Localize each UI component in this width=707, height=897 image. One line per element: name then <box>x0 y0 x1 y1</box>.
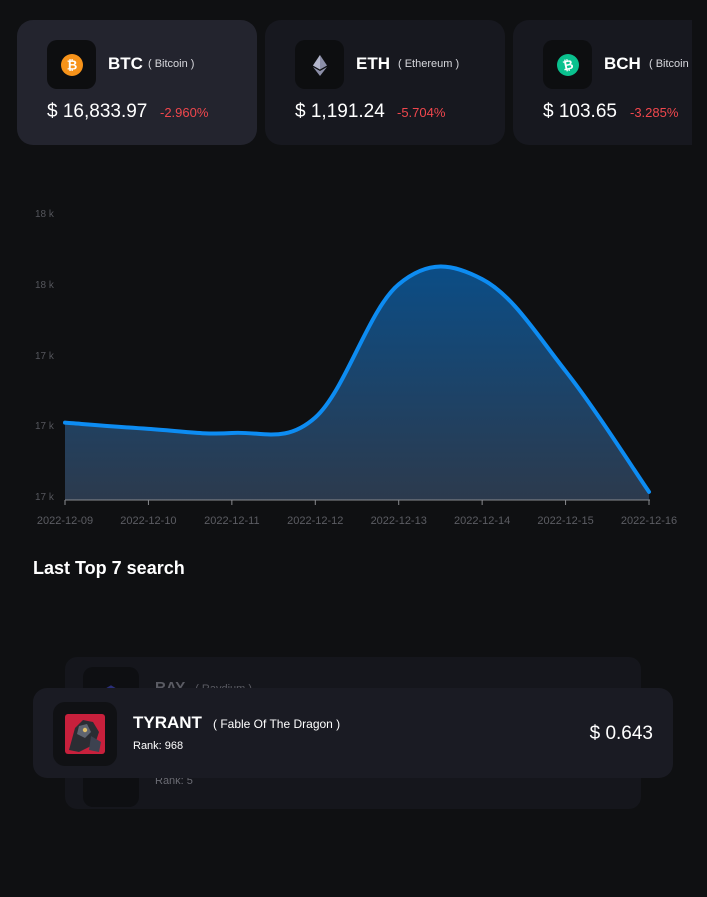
x-tick-label: 2022-12-13 <box>371 515 427 527</box>
y-tick-label: 17 k <box>35 421 55 432</box>
y-tick-label: 18 k <box>35 209 55 220</box>
coin-price: $ 103.65 <box>543 101 617 122</box>
coin-card-bch[interactable]: ₿ BCH ( Bitcoin Cash ) $ 103.65 -3.285% <box>513 20 692 145</box>
search-item-name: ( Fable Of The Dragon ) <box>213 717 341 731</box>
coin-cards-row: ₿ BTC ( Bitcoin ) $ 16,833.97 -2.960% ET… <box>0 0 692 160</box>
coin-symbol: BCH <box>604 54 641 73</box>
svg-text:₿: ₿ <box>66 58 77 73</box>
coin-card-eth[interactable]: ETH ( Ethereum ) $ 1,191.24 -5.704% <box>265 20 505 145</box>
search-item-symbol: TYRANT <box>133 713 202 732</box>
x-tick-label: 2022-12-11 <box>204 515 259 527</box>
coin-change: -5.704% <box>397 105 446 120</box>
coin-change: -3.285% <box>630 105 679 120</box>
search-item-tyrant[interactable]: TYRANT ( Fable Of The Dragon ) Rank: 968… <box>33 688 673 778</box>
x-tick-label: 2022-12-09 <box>37 515 93 527</box>
price-area-chart: 18 k 18 k 17 k 17 k 17 k 2022-12-09 2022-12-1… <box>35 209 677 527</box>
section-title: Last Top 7 search <box>33 558 185 578</box>
y-tick-label: 18 k <box>35 280 55 291</box>
coin-name: ( Ethereum ) <box>398 58 460 70</box>
search-item-rank: Rank: 968 <box>133 740 184 752</box>
x-tick-label: 2022-12-12 <box>287 515 343 527</box>
price-line <box>63 264 651 494</box>
x-tick-label: 2022-12-16 <box>621 515 677 527</box>
coin-price: $ 1,191.24 <box>295 101 385 122</box>
coin-name: ( Bitcoin ) <box>148 58 195 70</box>
svg-text:₿: ₿ <box>561 57 574 74</box>
bitcoin-icon: ₿ <box>47 40 96 89</box>
x-axis: 2022-12-09 2022-12-10 2022-12-11 2022-12-12… <box>37 500 677 527</box>
search-item-price: $ 0.643 <box>589 723 653 744</box>
x-tick-label: 2022-12-14 <box>454 515 510 527</box>
coin-card-btc[interactable]: ₿ BTC ( Bitcoin ) $ 16,833.97 -2.960% <box>17 20 257 145</box>
coin-name: ( Bitcoin Cash ) <box>649 58 692 70</box>
bitcoin-cash-icon: ₿ <box>543 40 592 89</box>
x-tick-label: 2022-12-15 <box>537 515 593 527</box>
coin-symbol: ETH <box>356 54 390 73</box>
search-item-rank: Rank: 5 <box>155 775 193 787</box>
coin-price: $ 16,833.97 <box>47 101 148 122</box>
tyrant-token-icon <box>53 702 117 766</box>
ethereum-icon <box>295 40 344 89</box>
y-tick-label: 17 k <box>35 351 55 362</box>
coin-change: -2.960% <box>160 105 209 120</box>
y-axis: 18 k 18 k 17 k 17 k 17 k <box>35 209 55 503</box>
coin-symbol: BTC <box>108 54 143 73</box>
x-tick-label: 2022-12-10 <box>120 515 176 527</box>
y-tick-label: 17 k <box>35 492 55 503</box>
price-area-fill <box>65 266 649 500</box>
